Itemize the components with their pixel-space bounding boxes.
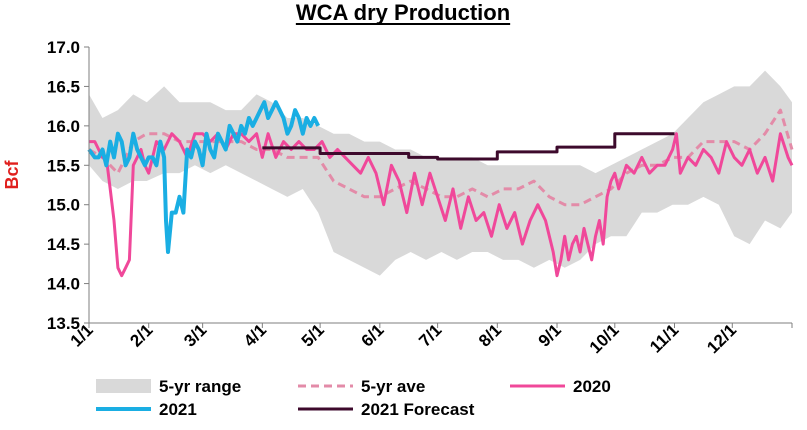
legend-item: 5-yr ave [298, 377, 425, 396]
y-tick-label: 17.0 [47, 38, 80, 57]
plot-area [87, 70, 794, 278]
x-tick-label: 6/1 [358, 320, 388, 350]
series-5yr-range-band [89, 70, 792, 276]
legend: 5-yr range 5-yr ave 2020 2021 2021 Forecast [96, 377, 611, 419]
x-tick-label: 9/1 [535, 320, 565, 350]
legend-item: 5-yr range [96, 377, 241, 396]
series-2021-line [87, 100, 320, 254]
series-2020-line [89, 132, 794, 278]
legend-swatch [96, 379, 151, 393]
x-tick-label: 3/1 [180, 320, 210, 350]
legend-label: 2021 Forecast [361, 400, 475, 419]
series-2021-forecast-line [262, 132, 675, 161]
x-tick-label: 8/1 [475, 320, 505, 350]
legend-label: 2020 [573, 377, 611, 396]
x-tick-label: 12/1 [703, 320, 740, 357]
y-axis-label: Bcf [2, 159, 22, 189]
legend-label: 2021 [159, 400, 197, 419]
x-tick-label: 11/1 [646, 320, 682, 356]
legend-item: 2020 [510, 377, 611, 396]
y-tick-label: 15.5 [47, 156, 80, 175]
legend-label: 5-yr ave [361, 377, 425, 396]
y-tick-label: 15.0 [47, 196, 80, 215]
chart-title: WCA dry Production [296, 0, 510, 25]
legend-item: 2021 Forecast [298, 400, 475, 419]
y-tick-label: 16.0 [47, 117, 80, 136]
y-tick-label: 14.5 [47, 235, 80, 254]
x-tick-label: 4/1 [240, 320, 270, 350]
x-tick-label: 2/1 [126, 320, 156, 350]
legend-label: 5-yr range [159, 377, 241, 396]
x-tick-label: 5/1 [298, 320, 328, 350]
x-tick-label: 10/1 [586, 320, 623, 357]
y-tick-label: 16.5 [47, 77, 80, 96]
y-tick-label: 13.5 [47, 314, 80, 333]
x-tick-label: 7/1 [415, 320, 445, 350]
y-tick-label: 14.0 [47, 275, 80, 294]
legend-item: 2021 [96, 400, 197, 419]
